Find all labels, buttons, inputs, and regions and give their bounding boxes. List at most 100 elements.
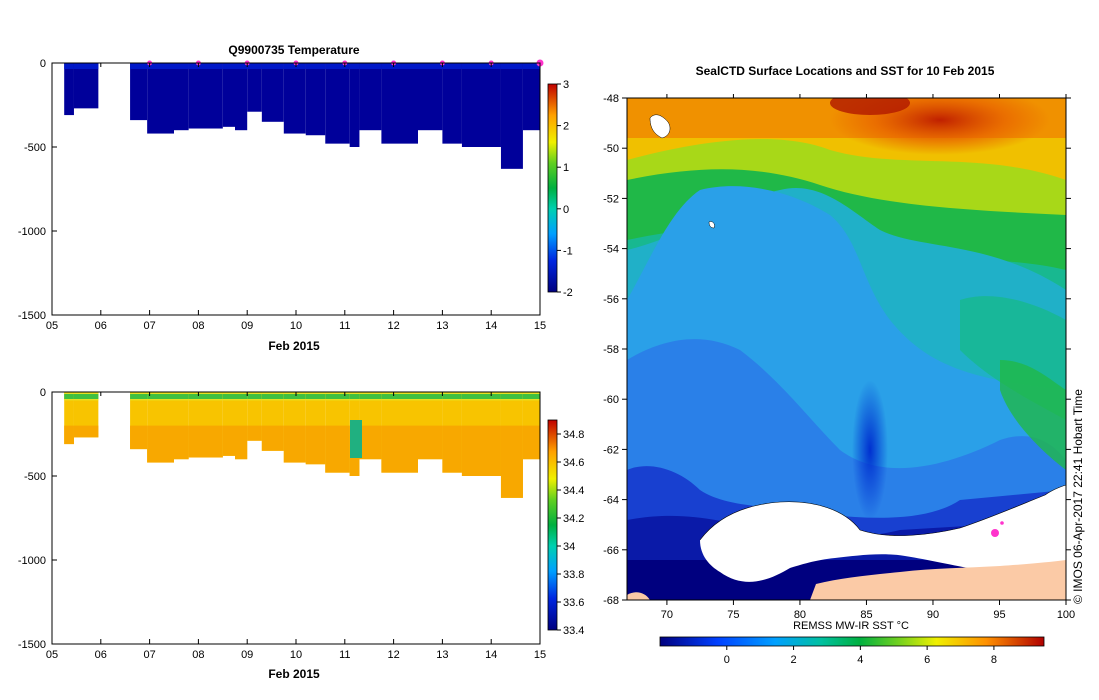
colorbar-tick-label: 33.6	[563, 597, 584, 609]
temperature-profile	[381, 63, 418, 144]
temperature-profile	[325, 63, 350, 144]
x-tick-label: 09	[241, 649, 253, 661]
salinity-deep-layer	[461, 425, 479, 476]
y-tick-label: -1000	[18, 555, 46, 567]
salinity-deep-layer	[130, 425, 148, 450]
x-tick-label: 11	[339, 320, 350, 332]
x-tick-label: 09	[241, 320, 253, 332]
temperature-x-axis: 05 06 07 08 09 10 11 12 13 14 15	[46, 63, 546, 332]
colorbar-tick-label: 2	[563, 121, 569, 133]
colorbar-tick-label: 3	[563, 79, 569, 91]
lat-tick-label: -50	[603, 143, 619, 155]
temperature-profile	[418, 63, 443, 131]
salinity-surface-layer	[64, 394, 74, 399]
sst-field	[627, 98, 1066, 600]
temperature-surface-layer	[442, 63, 462, 69]
x-tick-label: 05	[46, 649, 58, 661]
lat-tick-label: -48	[603, 93, 619, 105]
colorbar-tick-label: 0	[724, 654, 730, 666]
map-colorbar-label: REMSS MW-IR SST °C	[793, 620, 909, 632]
temperature-colorbar	[547, 83, 558, 293]
x-tick-label: 07	[143, 320, 155, 332]
x-tick-label: 14	[485, 649, 497, 661]
y-tick-label: -500	[24, 142, 46, 154]
salinity-deep-layer	[442, 425, 462, 473]
lon-tick-label: 75	[727, 609, 739, 621]
salinity-surface-layer	[461, 394, 479, 399]
temperature-surface-layer	[64, 63, 74, 69]
salinity-deep-layer	[500, 425, 523, 498]
salinity-surface-layer	[73, 394, 99, 399]
temperature-surface-layer	[479, 63, 501, 69]
temperature-surface-layer	[325, 63, 350, 69]
salinity-surface-layer	[359, 394, 382, 399]
x-tick-label: 15	[534, 649, 546, 661]
x-tick-label: 13	[436, 320, 448, 332]
y-tick-label: -1500	[18, 639, 46, 651]
lon-tick-label: 80	[794, 609, 806, 621]
temperature-profile	[305, 63, 326, 136]
salinity-surface-layer	[442, 394, 462, 399]
x-tick-label: 10	[290, 320, 302, 332]
salinity-surface-layer	[261, 394, 284, 399]
salinity-deep-layer	[188, 425, 223, 458]
salinity-surface-layer	[222, 394, 235, 399]
y-tick-label: -1500	[18, 310, 46, 322]
salinity-deep-layer	[479, 425, 501, 476]
map-latitude-axis: -48 -50 -52 -54 -56 -58 -60 -62 -64 -66 -68	[603, 93, 1071, 607]
salinity-deep-layer	[64, 425, 74, 445]
salinity-profiles	[64, 392, 540, 498]
temperature-surface-layer	[500, 63, 523, 69]
salinity-deep-layer	[522, 425, 540, 460]
temperature-surface-layer	[222, 63, 235, 69]
temperature-y-axis: 0 -500 -1000 -1500	[18, 58, 57, 322]
salinity-surface-layer	[522, 394, 540, 399]
salinity-surface-layer	[247, 394, 262, 399]
temperature-profile	[188, 63, 223, 129]
salinity-deep-layer	[174, 425, 189, 460]
x-tick-label: 08	[192, 320, 204, 332]
salinity-panel: 0 -500 -1000 -1500 05 06 07 08 09 10 11 12 13 14 15 F…	[18, 387, 585, 681]
salinity-surface-layer	[325, 394, 350, 399]
salinity-surface-layer	[500, 394, 523, 399]
salinity-surface-layer	[174, 394, 189, 399]
colorbar-tick-label: 4	[857, 654, 863, 666]
temperature-profile	[442, 63, 462, 144]
temperature-title: Q9900735 Temperature	[228, 43, 360, 57]
salinity-surface-layer	[381, 394, 418, 399]
lon-tick-label: 95	[993, 609, 1005, 621]
map-colorbar	[659, 636, 1045, 647]
lat-tick-label: -60	[603, 394, 619, 406]
salinity-deep-layer	[381, 425, 418, 473]
lat-tick-label: -66	[603, 545, 619, 557]
lat-tick-label: -64	[603, 495, 619, 507]
temperature-surface-layer	[522, 63, 540, 69]
salinity-surface-layer	[305, 394, 326, 399]
x-tick-label: 08	[192, 649, 204, 661]
temperature-profile	[247, 63, 262, 112]
salinity-deep-layer	[261, 425, 284, 451]
colorbar-tick-label: -1	[563, 245, 573, 257]
temperature-profile	[64, 63, 74, 116]
temperature-surface-layer	[305, 63, 326, 69]
copyright-label: © IMOS 06-Apr-2017 22:41 Hobart Time	[1071, 389, 1085, 604]
temperature-panel: Q9900735 Temperature 0-500-1000-1500 05 0…	[18, 43, 573, 353]
salinity-surface-layer	[130, 394, 148, 399]
temperature-profile	[283, 63, 306, 134]
lon-tick-label: 70	[661, 609, 673, 621]
colorbar-tick-label: 33.8	[563, 569, 584, 581]
x-tick-label: 06	[95, 320, 107, 332]
x-tick-label: 10	[290, 649, 302, 661]
temperature-profile	[130, 63, 148, 121]
x-tick-label: 12	[387, 320, 399, 332]
temperature-surface-layer	[359, 63, 382, 69]
temperature-profile	[222, 63, 235, 127]
temperature-profile	[522, 63, 540, 131]
temperature-profile	[174, 63, 189, 131]
lat-tick-label: -68	[603, 595, 619, 607]
lon-tick-label: 90	[927, 609, 939, 621]
colorbar-tick-label: 8	[991, 654, 997, 666]
temperature-profile	[261, 63, 284, 122]
lat-tick-label: -58	[603, 344, 619, 356]
